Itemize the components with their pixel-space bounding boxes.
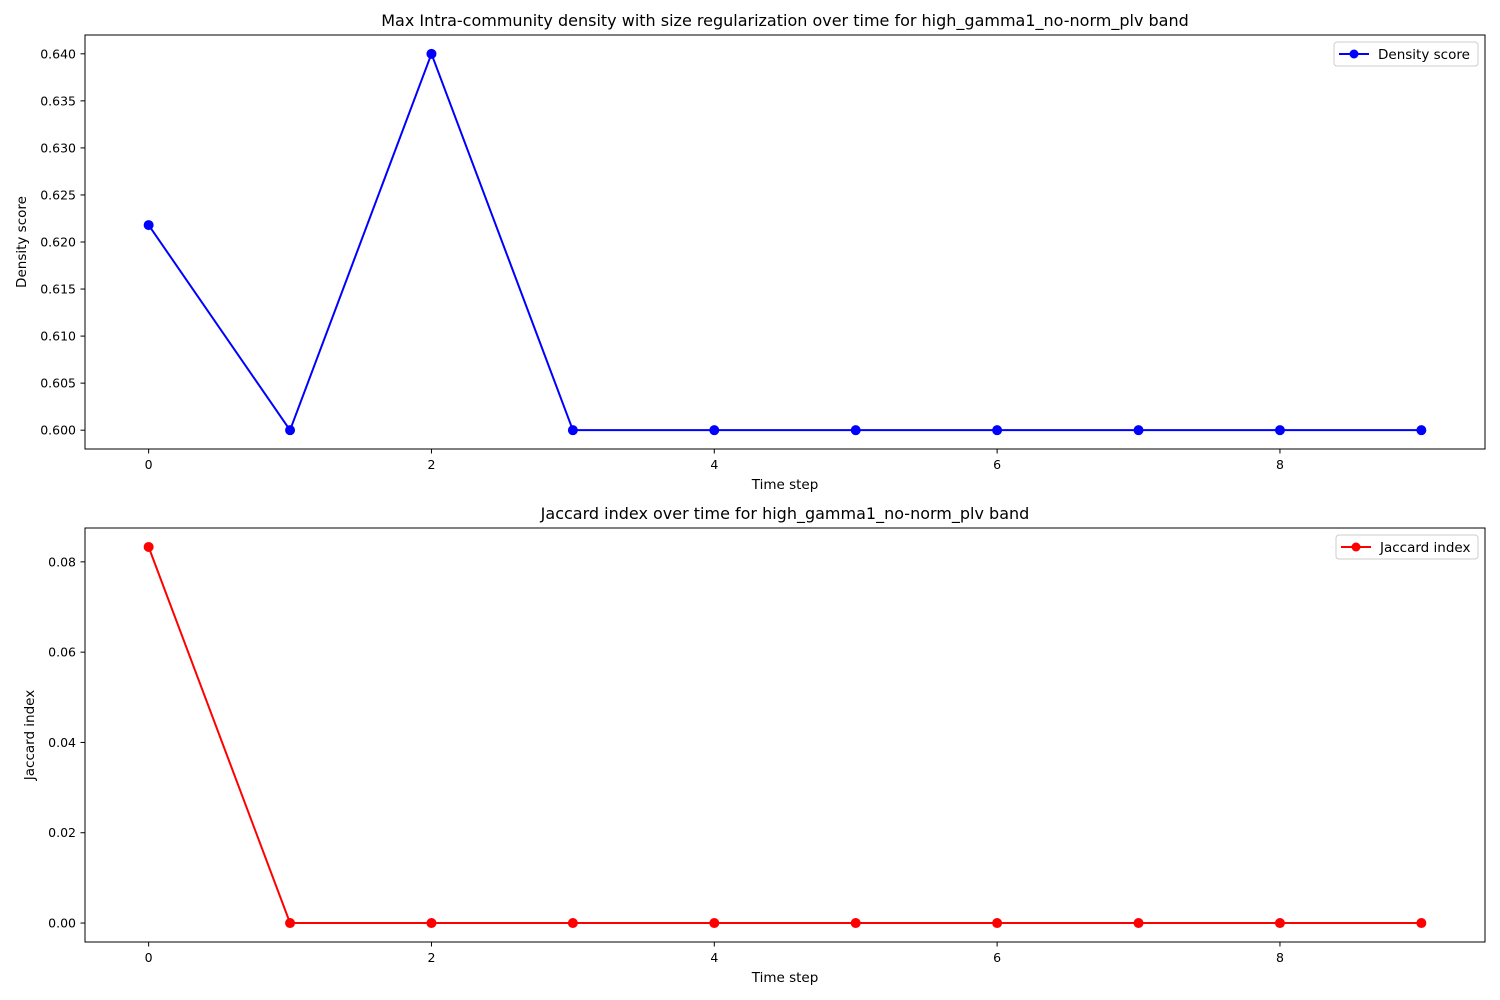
jaccard-data-point [1133, 918, 1144, 929]
density-data-point [709, 425, 720, 436]
jaccard-legend-label: Jaccard index [1379, 540, 1470, 556]
jaccard-y-tick-label: 0.02 [48, 825, 76, 840]
jaccard-data-point [992, 918, 1003, 929]
density-legend-label: Density score [1378, 47, 1470, 63]
density-y-tick-label: 0.615 [40, 282, 76, 297]
density-y-tick-label: 0.610 [40, 329, 76, 344]
density-data-point [1133, 425, 1144, 436]
density-legend-marker [1349, 49, 1359, 59]
density-x-tick-label: 8 [1276, 457, 1284, 472]
density-y-tick-label: 0.630 [40, 140, 76, 155]
density-plot-frame [84, 34, 1486, 450]
density-y-tick-label: 0.640 [40, 46, 76, 61]
density-data-point [1274, 425, 1285, 436]
density-y-tick-label: 0.605 [40, 376, 76, 391]
jaccard-x-axis-label: Time step [751, 970, 819, 986]
density-legend-box [1333, 41, 1479, 67]
density-data-point [850, 425, 861, 436]
jaccard-data-point [426, 918, 437, 929]
jaccard-panel: Jaccard index over time for high_gamma1_… [22, 504, 1486, 986]
jaccard-series-line [147, 546, 1422, 925]
jaccard-data-point [143, 541, 154, 552]
density-data-point [992, 425, 1003, 436]
jaccard-y-tick-label: 0.04 [48, 735, 76, 750]
jaccard-plot-frame [84, 527, 1486, 943]
density-x-tick-label: 0 [145, 457, 153, 472]
density-series-line [147, 52, 1422, 432]
density-chart-title: Max Intra-community density with size re… [381, 11, 1189, 31]
jaccard-data-point [709, 918, 720, 929]
density-y-axis-label: Density score [14, 196, 30, 288]
density-y-tick-label: 0.620 [40, 235, 76, 250]
jaccard-x-tick-label: 2 [427, 950, 435, 965]
jaccard-x-tick-label: 6 [993, 950, 1001, 965]
density-data-point [143, 220, 154, 231]
density-data-point [426, 48, 437, 59]
jaccard-x-tick-label: 0 [145, 950, 153, 965]
jaccard-data-point [850, 918, 861, 929]
density-panel: Max Intra-community density with size re… [14, 11, 1486, 493]
jaccard-data-point [285, 918, 296, 929]
jaccard-y-tick-label: 0.08 [48, 554, 76, 569]
density-y-tick-label: 0.625 [40, 187, 76, 202]
density-x-axis-label: Time step [751, 477, 819, 493]
density-data-point [285, 425, 296, 436]
jaccard-legend-box [1335, 534, 1479, 560]
density-y-tick-label: 0.600 [40, 423, 76, 438]
jaccard-y-axis-label: Jaccard index [22, 690, 38, 781]
jaccard-y-tick-label: 0.06 [48, 645, 76, 660]
density-x-tick-label: 4 [710, 457, 718, 472]
jaccard-y-tick-label: 0.00 [48, 916, 76, 931]
jaccard-legend-marker [1351, 542, 1361, 552]
density-x-tick-label: 6 [993, 457, 1001, 472]
density-x-tick-label: 2 [427, 457, 435, 472]
jaccard-data-point [1416, 918, 1427, 929]
density-y-tick-label: 0.635 [40, 93, 76, 108]
density-data-point [567, 425, 578, 436]
density-data-point [1416, 425, 1427, 436]
jaccard-x-tick-label: 8 [1276, 950, 1284, 965]
jaccard-x-tick-label: 4 [710, 950, 718, 965]
jaccard-data-point [567, 918, 578, 929]
jaccard-chart-title: Jaccard index over time for high_gamma1_… [540, 504, 1030, 524]
jaccard-data-point [1274, 918, 1285, 929]
